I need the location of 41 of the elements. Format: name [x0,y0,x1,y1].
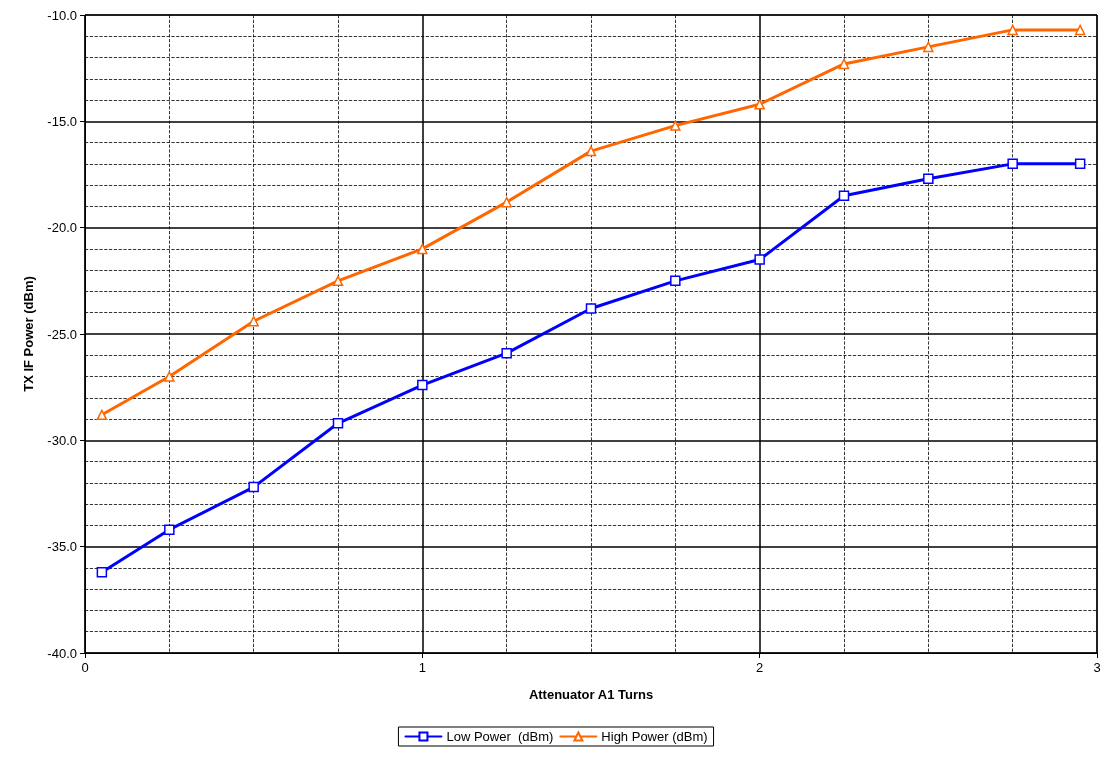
legend-label: Low Power (dBm) [446,729,554,744]
y-tick-label: -25.0 [47,326,77,342]
point [1007,158,1018,170]
x-axis-title: Attenuator A1 Turns [528,687,654,702]
point [501,196,512,208]
point [585,303,597,314]
point [754,99,765,110]
legend-label: High Power (dBm) [601,729,708,744]
point [585,145,597,157]
y-tick-label: -15.0 [47,113,77,129]
point [417,379,428,391]
point [670,120,681,131]
point [332,275,344,287]
point [1074,24,1086,36]
point [96,566,108,578]
point [248,481,259,493]
y-axis-title: TX IF Power (dBm) [21,276,36,392]
x-tick-label: 1 [418,660,426,675]
y-tick-label: -35.0 [47,539,77,555]
point [417,243,428,255]
x-tick-label: 0 [81,660,89,675]
point [1074,158,1086,170]
point [670,275,681,287]
point [248,315,259,327]
y-tick-label: -10.0 [47,7,77,23]
point [923,41,934,53]
point [838,58,850,70]
point [754,254,765,265]
x-tick-label: 2 [756,660,764,675]
point [501,347,512,359]
point [96,409,108,421]
y-tick-label: -40.0 [47,645,77,661]
point [923,173,934,184]
point [164,524,175,535]
point [1007,24,1018,36]
x-tick-label: 3 [1093,660,1101,675]
point [164,371,175,382]
point [838,190,850,202]
y-tick-label: -30.0 [47,432,77,448]
y-tick-label: -20.0 [47,220,77,236]
point [332,418,344,429]
